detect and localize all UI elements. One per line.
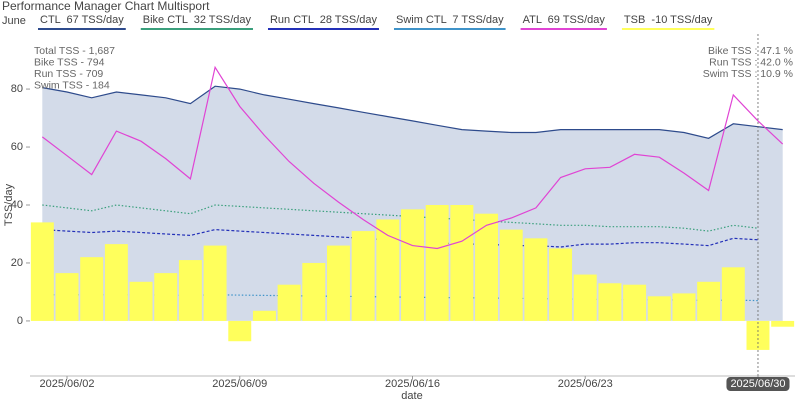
legend-label: Swim CTL 7 TSS/day [396, 14, 504, 26]
stat-right: Run TSS : 42.0 % [709, 56, 793, 68]
x-tick-label: 2025/06/23 [558, 378, 613, 390]
month-label: June [2, 15, 26, 27]
bar [104, 244, 128, 321]
y-tick-label: 40 [11, 199, 23, 211]
bar [647, 296, 671, 321]
y-tick-label: 60 [11, 141, 23, 153]
line [42, 204, 759, 232]
x-tick-label: 2025/06/16 [385, 378, 440, 390]
bar [425, 205, 449, 321]
bar [228, 320, 252, 342]
bar [80, 257, 104, 321]
bar [302, 262, 326, 321]
legend-label: Run CTL 28 TSS/day [270, 14, 377, 26]
bar [672, 293, 696, 321]
bar [598, 283, 622, 321]
legend-label: CTL 67 TSS/day [40, 14, 124, 26]
area-fill [42, 86, 783, 321]
bar [30, 222, 54, 321]
stat-left: Bike TSS - 794 [34, 56, 105, 68]
bar [573, 274, 597, 321]
bar [697, 281, 721, 321]
y-tick-label: 0 [17, 315, 23, 327]
hover-box [726, 377, 790, 391]
bar [475, 213, 499, 321]
bar [277, 284, 301, 321]
bar [351, 231, 375, 321]
legend-label: Bike CTL 32 TSS/day [143, 14, 252, 26]
bar [771, 320, 795, 327]
stat-right: Bike TSS : 47.1 % [708, 45, 793, 57]
x-axis-title: date [401, 390, 422, 402]
bar [203, 245, 227, 321]
line [41, 65, 784, 250]
stat-left: Swim TSS - 184 [34, 79, 110, 91]
chart-title: Performance Manager Chart Multisport [2, 0, 210, 13]
line [42, 85, 783, 139]
bar [129, 281, 153, 321]
bar [252, 310, 276, 321]
bar [376, 219, 400, 321]
bar [499, 229, 523, 321]
stat-left: Run TSS - 709 [34, 68, 103, 80]
x-tick-label: 2025/06/02 [39, 378, 94, 390]
bar [549, 248, 573, 321]
bar [326, 245, 350, 321]
y-tick-label: 20 [11, 257, 23, 269]
bar [623, 284, 647, 321]
bar [154, 273, 178, 321]
y-tick-label: 80 [11, 83, 23, 95]
bar [401, 209, 424, 321]
stat-left: Total TSS - 1,687 [34, 45, 115, 57]
bar [524, 238, 548, 321]
stat-right: Swim TSS : 10.9 % [703, 68, 793, 80]
legend-label: ATL 69 TSS/day [523, 14, 606, 26]
plot-area: 0 20 40 60 80 2025/06/02 2025/06/09 2025/06/16 2… [11, 65, 795, 390]
x-tick-label: 2025/06/09 [212, 378, 267, 390]
y-axis-title: TSS/day [3, 183, 15, 226]
overlay: CTL 67 TSS/day Bike CTL 32 TSS/day Run CTL… [34, 14, 793, 391]
hover-label: 2025/06/30 [730, 378, 785, 390]
bar [721, 267, 745, 321]
bar [55, 273, 79, 321]
bar [178, 260, 202, 321]
legend-label: TSB -10 TSS/day [624, 14, 713, 26]
bar [450, 205, 474, 321]
